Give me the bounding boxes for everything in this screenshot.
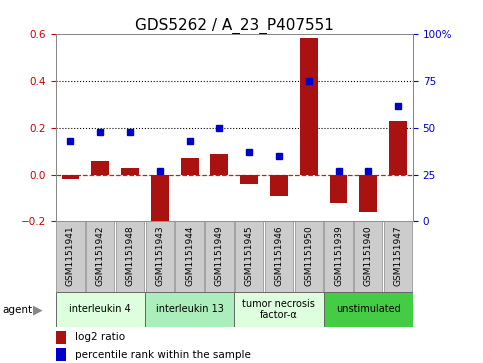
Text: log2 ratio: log2 ratio [75,333,125,342]
Bar [116,221,144,292]
Bar [56,331,66,344]
Bar [91,161,109,175]
Text: GSM1151947: GSM1151947 [394,226,402,286]
Text: GSM1151944: GSM1151944 [185,226,194,286]
Text: GSM1151945: GSM1151945 [245,226,254,286]
Text: unstimulated: unstimulated [336,305,401,314]
Bar [61,175,79,179]
Text: tumor necrosis
factor-α: tumor necrosis factor-α [242,299,315,320]
Bar [234,292,324,327]
Bar [354,221,383,292]
Bar [325,221,353,292]
Text: agent: agent [2,305,32,315]
Text: GSM1151939: GSM1151939 [334,226,343,286]
Bar [151,175,169,231]
Bar [145,292,234,327]
Bar [205,221,233,292]
Text: GSM1151948: GSM1151948 [126,226,134,286]
Bar [389,121,407,175]
Text: percentile rank within the sample: percentile rank within the sample [75,350,251,360]
Text: GSM1151943: GSM1151943 [156,226,164,286]
Bar [295,221,323,292]
Bar [175,221,204,292]
Text: GSM1151940: GSM1151940 [364,226,373,286]
Bar [146,221,174,292]
Text: GSM1151946: GSM1151946 [274,226,284,286]
Bar [359,175,377,212]
Bar [300,38,318,175]
Text: GSM1151942: GSM1151942 [96,226,105,286]
Title: GDS5262 / A_23_P407551: GDS5262 / A_23_P407551 [135,18,334,34]
Text: interleukin 13: interleukin 13 [156,305,224,314]
Bar [86,221,114,292]
Bar [181,158,199,175]
Bar [240,175,258,184]
Text: GSM1151941: GSM1151941 [66,226,75,286]
Text: interleukin 4: interleukin 4 [70,305,131,314]
Bar [211,154,228,175]
Bar [235,221,263,292]
Bar [324,292,413,327]
Bar [384,221,412,292]
Text: GSM1151950: GSM1151950 [304,226,313,286]
Text: GSM1151949: GSM1151949 [215,226,224,286]
Text: ▶: ▶ [33,303,43,316]
Bar [329,175,347,203]
Bar [265,221,293,292]
Bar [56,348,66,361]
Bar [121,168,139,175]
Bar [56,292,145,327]
Bar [270,175,288,196]
Bar [57,221,85,292]
